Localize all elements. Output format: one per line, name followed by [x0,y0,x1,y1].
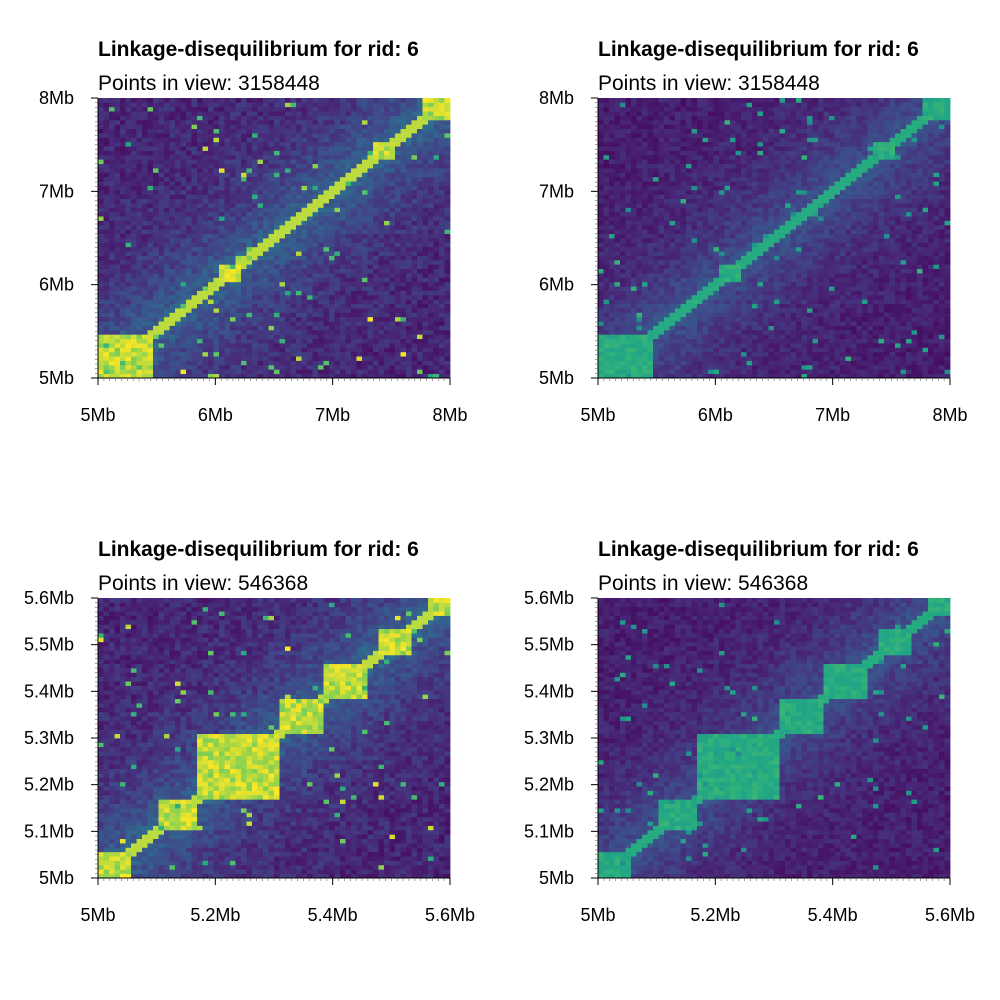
minor-ticks [595,597,951,881]
y-tick-label: 5.1Mb [524,821,574,841]
ld-heatmap-plot: 5Mb 5.2Mb 5.4Mb 5.6Mb 5Mb 5.1Mb 5.2Mb 5.3Mb 5.4M… [524,588,975,925]
x-tick-label: 5.6Mb [425,905,475,925]
ld-heatmap-plot: 5Mb 6Mb 7Mb 8Mb 5Mb 6Mb 7Mb 8Mb [39,88,468,425]
x-tick-label: 5Mb [80,905,115,925]
x-tick-label: 5.2Mb [690,905,740,925]
chart-title: Linkage-disequilibrium for rid: 6 [598,538,919,561]
x-tick-label: 8Mb [932,405,967,425]
x-tick-label: 7Mb [315,405,350,425]
ld-panel-bottom-right: Linkage-disequilibrium for rid: 6 Points… [500,500,1000,1000]
y-tick-label: 5.1Mb [24,821,74,841]
heatmap-cells [98,598,451,879]
x-tick-label: 6Mb [198,405,233,425]
y-tick-label: 7Mb [39,181,74,201]
x-tick-label: 5.4Mb [308,905,358,925]
chart-title: Linkage-disequilibrium for rid: 6 [98,538,419,561]
x-tick-label: 7Mb [815,405,850,425]
y-tick-label: 6Mb [539,275,574,295]
x-tick-label: 8Mb [432,405,467,425]
y-tick-label: 5Mb [39,868,74,888]
ld-panel-top-right: Linkage-disequilibrium for rid: 6 Points… [500,0,1000,500]
x-tick-label: 5Mb [580,905,615,925]
ld-heatmap-plot: 5Mb 6Mb 7Mb 8Mb 5Mb 6Mb 7Mb 8Mb [539,88,968,425]
y-tick-label: 5.4Mb [24,681,74,701]
x-tick-label: 5Mb [80,405,115,425]
x-tick-label: 5.6Mb [925,905,975,925]
chart-subtitle: Points in view: 3158448 [598,72,820,95]
heatmap-cells [598,598,951,879]
ld-panel-top-left: Linkage-disequilibrium for rid: 6 Points… [0,0,500,500]
y-tick-label: 8Mb [39,88,74,108]
y-tick-label: 5.5Mb [24,635,74,655]
x-tick-label: 5.4Mb [808,905,858,925]
y-tick-label: 5.2Mb [524,775,574,795]
ld-panel-bottom-left: Linkage-disequilibrium for rid: 6 Points… [0,500,500,1000]
y-tick-label: 6Mb [39,275,74,295]
ld-heatmap-plot: 5Mb 5.2Mb 5.4Mb 5.6Mb 5Mb 5.1Mb 5.2Mb 5.3Mb 5.4M… [24,588,475,925]
y-tick-label: 7Mb [539,181,574,201]
chart-subtitle: Points in view: 546368 [598,572,809,595]
x-tick-label: 6Mb [698,405,733,425]
chart-title: Linkage-disequilibrium for rid: 6 [98,38,419,61]
y-tick-label: 5Mb [539,368,574,388]
y-tick-label: 5.3Mb [524,728,574,748]
minor-ticks [95,597,451,881]
y-tick-label: 5.6Mb [524,588,574,608]
y-tick-label: 5.3Mb [24,728,74,748]
chart-title: Linkage-disequilibrium for rid: 6 [598,38,919,61]
y-tick-label: 5Mb [39,368,74,388]
y-tick-label: 5.5Mb [524,635,574,655]
x-tick-label: 5Mb [580,405,615,425]
heatmap-cells [598,98,951,379]
y-tick-label: 5.6Mb [24,588,74,608]
y-tick-label: 5Mb [539,868,574,888]
y-tick-label: 5.2Mb [24,775,74,795]
chart-subtitle: Points in view: 546368 [98,572,309,595]
heatmap-cells [98,98,451,379]
y-tick-label: 5.4Mb [524,681,574,701]
chart-subtitle: Points in view: 3158448 [98,72,320,95]
y-tick-label: 8Mb [539,88,574,108]
x-tick-label: 5.2Mb [190,905,240,925]
